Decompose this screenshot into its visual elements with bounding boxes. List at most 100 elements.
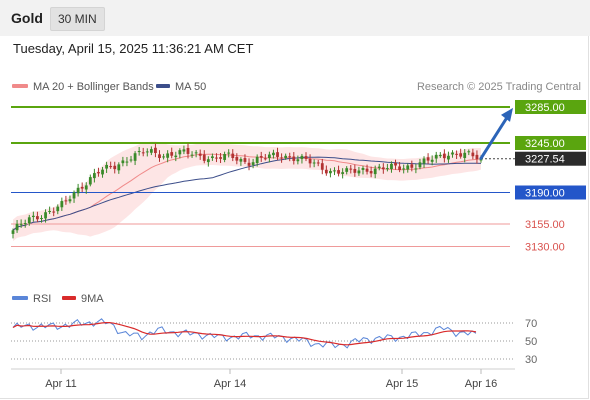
candle-body <box>304 156 308 159</box>
candle-body <box>288 156 292 158</box>
target-arrow-shaft <box>479 114 510 160</box>
candle-body <box>178 150 182 155</box>
candle-body <box>251 162 255 165</box>
candle-body <box>434 154 438 159</box>
candle-body <box>406 165 410 170</box>
candle-body <box>451 152 454 155</box>
rsi-ma-line <box>12 322 477 346</box>
candle-body <box>231 153 235 159</box>
candle-body <box>149 149 153 153</box>
candle-body <box>475 154 479 160</box>
level-label-3285-00: 3285.00 <box>525 102 565 114</box>
candle-body <box>52 211 56 213</box>
candle-body <box>333 170 336 172</box>
timeframe-button[interactable]: 30 MIN <box>50 7 105 31</box>
candle-body <box>463 152 467 158</box>
candle-body <box>447 155 450 160</box>
candle-body <box>72 192 76 199</box>
candle-body <box>19 223 23 225</box>
candle-body <box>215 157 218 159</box>
candle-body <box>170 152 174 156</box>
current-price-label: 3227.54 <box>525 154 565 166</box>
candle-body <box>349 168 353 170</box>
candle-body <box>133 153 137 161</box>
candle-body <box>320 163 324 170</box>
candle-body <box>471 152 475 157</box>
candle-body <box>418 162 422 168</box>
candle-body <box>422 158 426 164</box>
candle-body <box>390 163 393 170</box>
candlesticks <box>11 143 483 239</box>
candle-body <box>255 156 259 164</box>
candle-body <box>105 164 108 169</box>
ma50-legend-label: MA 50 <box>175 81 206 93</box>
candle-body <box>68 199 72 202</box>
level-tag-3285-00 <box>515 100 586 114</box>
candle-body <box>394 162 397 166</box>
candle-body <box>377 166 381 168</box>
candle-body <box>27 217 31 224</box>
candle-body <box>414 168 418 170</box>
x-tick-label: Apr 14 <box>214 378 246 390</box>
candle-body <box>145 151 149 153</box>
candle-body <box>31 215 35 218</box>
candle-body <box>272 152 275 156</box>
price-tags: 3285.00 3245.00 3190.00 3155.00 3130.00 3227.… <box>515 100 586 254</box>
candle-body <box>239 159 243 162</box>
candle-body <box>117 164 121 171</box>
candle-body <box>455 153 458 155</box>
candle-body <box>402 168 406 170</box>
x-axis: Apr 11 Apr 14 Apr 15 Apr 16 <box>45 369 497 390</box>
candle-body <box>219 157 222 159</box>
price-levels <box>11 106 515 247</box>
candle-body <box>101 169 104 175</box>
candle-body <box>182 149 186 152</box>
candle-body <box>154 147 157 154</box>
candle-body <box>345 168 349 172</box>
candle-body <box>341 172 345 174</box>
candle-body <box>459 153 463 157</box>
candle-body <box>259 156 263 158</box>
rsi-level-label: 50 <box>525 336 537 348</box>
candle-body <box>365 168 369 172</box>
candle-body <box>92 173 96 179</box>
x-tick-label: Apr 16 <box>465 378 497 390</box>
candle-body <box>121 160 125 164</box>
chart-datetime: Tuesday, April 15, 2025 11:36:21 AM CET <box>13 41 254 56</box>
candle-body <box>137 151 141 153</box>
candle-body <box>296 159 300 162</box>
level-label-3130-00: 3130.00 <box>525 242 565 254</box>
candle-body <box>467 151 471 153</box>
candle-body <box>357 170 361 174</box>
candle-body <box>276 152 279 157</box>
candle-body <box>337 170 340 174</box>
candle-body <box>162 156 165 158</box>
candle-body <box>223 154 227 160</box>
ma20-legend-swatch <box>12 84 28 88</box>
candle-body <box>158 154 161 159</box>
credit-label: Research © 2025 Trading Central <box>417 81 581 93</box>
target-arrow-head <box>501 107 513 122</box>
candle-body <box>243 158 247 162</box>
rsi-line <box>12 318 477 349</box>
candle-body <box>44 212 47 219</box>
candle-body <box>11 230 15 234</box>
candle-body <box>76 187 80 194</box>
level-tag-3245-00 <box>515 136 586 150</box>
ma20-legend-label: MA 20 + Bollinger Bands <box>33 81 154 93</box>
candle-body <box>353 168 357 173</box>
candle-body <box>386 168 389 170</box>
ma50-legend-swatch <box>156 84 170 88</box>
candle-body <box>194 152 198 154</box>
candle-body <box>398 166 402 170</box>
rsi-panel: 70 50 30 <box>11 318 537 366</box>
candle-body <box>129 159 133 161</box>
candle-body <box>442 153 446 159</box>
rsi-ma-legend-swatch <box>62 296 76 300</box>
candle-body <box>361 168 365 170</box>
candle-body <box>88 177 92 185</box>
candle-body <box>141 152 145 154</box>
candle-body <box>426 157 430 161</box>
candle-body <box>211 156 214 159</box>
